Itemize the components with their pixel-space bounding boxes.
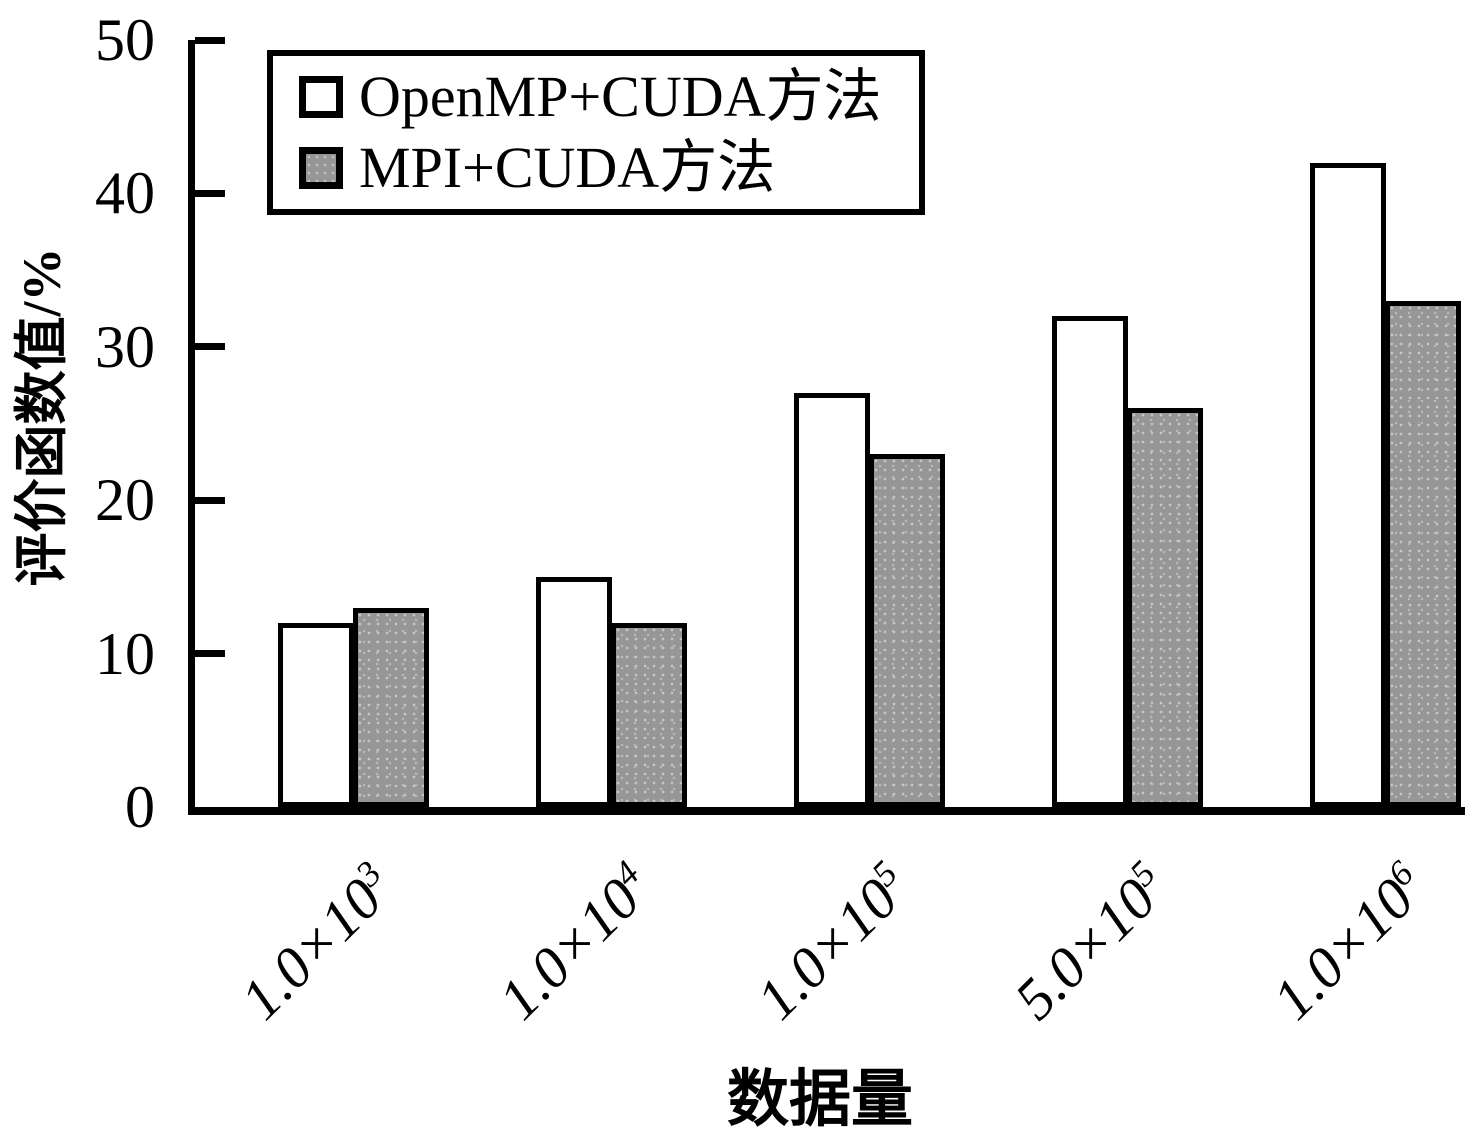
- y-tick-mark: [195, 343, 225, 351]
- plot-area: [188, 36, 1465, 815]
- y-tick-label: 0: [125, 774, 155, 840]
- bar-openmp-cuda: [278, 623, 354, 807]
- y-tick-mark: [195, 496, 225, 504]
- y-tick-label: 10: [95, 620, 155, 687]
- bar-mpi-cuda: [611, 623, 687, 807]
- legend-item-mpi-cuda: MPI+CUDA方法: [299, 139, 919, 197]
- x-tick-label: 1.0×103: [228, 852, 395, 1032]
- y-tick-mark: [195, 189, 225, 197]
- bar-mpi-cuda: [869, 454, 945, 807]
- x-tick-label: 5.0×105: [1002, 852, 1169, 1032]
- x-axis-title: 数据量: [726, 1066, 914, 1134]
- y-tick-mark: [195, 36, 225, 44]
- bar-openmp-cuda: [1052, 316, 1128, 807]
- bar-openmp-cuda: [536, 577, 612, 807]
- legend-swatch-mpi-icon: [299, 147, 343, 189]
- x-tick-label: 1.0×104: [486, 852, 653, 1032]
- bar-openmp-cuda: [1310, 163, 1386, 807]
- y-axis-title: 评价函数值/%: [12, 247, 72, 587]
- bar-openmp-cuda: [794, 393, 870, 807]
- x-tick-label: 1.0×106: [1260, 852, 1427, 1032]
- x-tick-label: 1.0×105: [744, 852, 911, 1032]
- legend-swatch-openmp-icon: [299, 76, 343, 118]
- y-tick-label: 20: [95, 467, 155, 534]
- legend-item-openmp-cuda: OpenMP+CUDA方法: [299, 68, 919, 126]
- y-tick-mark: [195, 650, 225, 658]
- legend-label-openmp: OpenMP+CUDA方法: [359, 64, 882, 129]
- legend: OpenMP+CUDA方法 MPI+CUDA方法: [267, 50, 925, 215]
- bar-mpi-cuda: [353, 608, 429, 807]
- y-tick-label: 50: [95, 7, 155, 73]
- legend-label-mpi: MPI+CUDA方法: [359, 135, 776, 200]
- bar-mpi-cuda: [1127, 408, 1203, 807]
- y-tick-label: 30: [95, 313, 155, 380]
- y-tick-label: 40: [95, 160, 155, 227]
- bar-mpi-cuda: [1385, 301, 1461, 807]
